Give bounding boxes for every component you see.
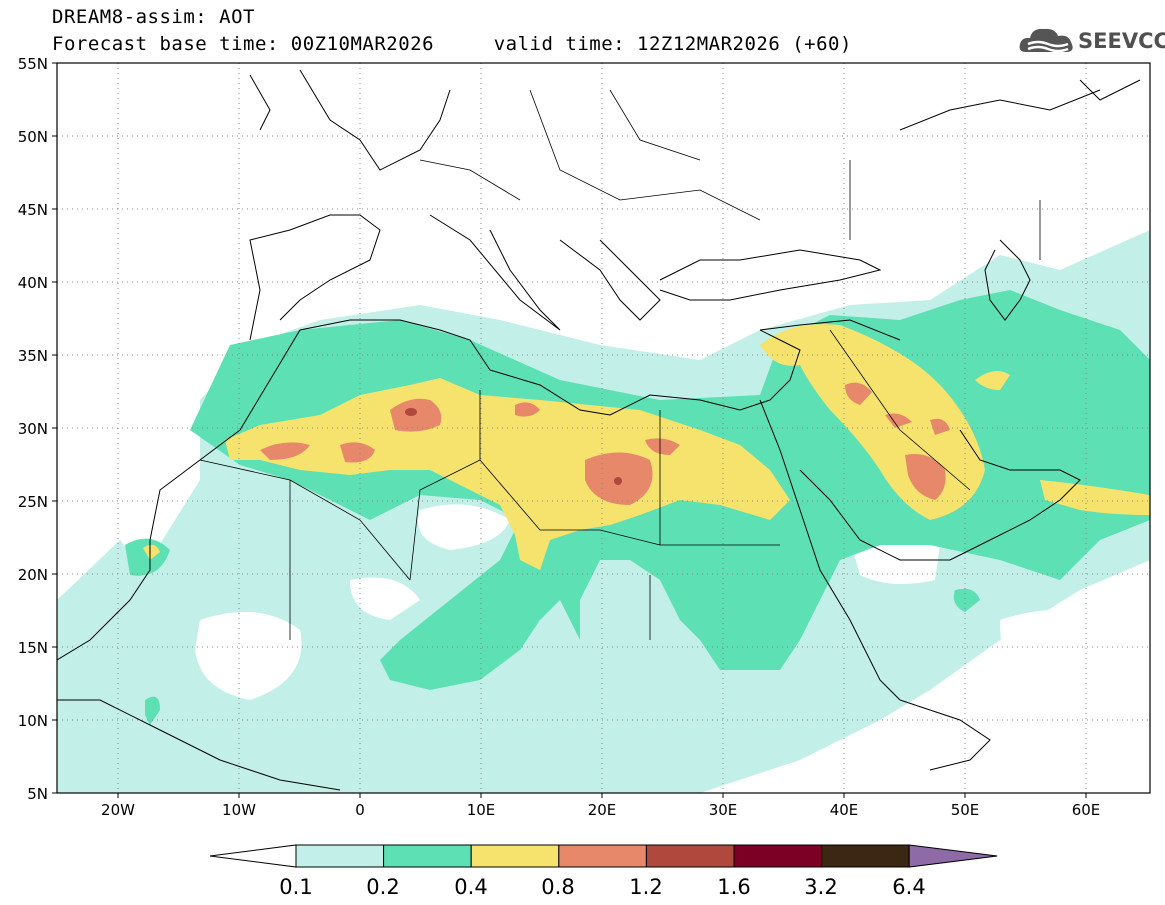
- legend-swatch: [558, 844, 647, 868]
- lon-label: 30E: [709, 801, 738, 819]
- lat-label: 25N: [18, 493, 48, 511]
- lon-label: 10W: [222, 801, 256, 819]
- legend-label: 6.4: [892, 875, 925, 899]
- legend-label: 0.2: [366, 875, 399, 899]
- lat-label: 45N: [18, 201, 48, 219]
- lat-label: 40N: [18, 274, 48, 292]
- lon-label: 20E: [588, 801, 617, 819]
- lon-label: 60E: [1072, 801, 1101, 819]
- lat-label: 20N: [18, 566, 48, 584]
- chart-title: DREAM8-assim: AOT: [52, 6, 255, 28]
- forecast-times: Forecast base time: 00Z10MAR2026 valid t…: [52, 33, 852, 55]
- legend-swatch: [821, 844, 910, 868]
- legend-label: 0.4: [454, 875, 487, 899]
- legend-label: 0.8: [541, 875, 574, 899]
- cloud-icon: [1019, 28, 1073, 53]
- legend-swatch: [733, 844, 823, 868]
- logo-text: SEEVCCC: [1078, 29, 1165, 53]
- lat-label: 35N: [18, 347, 48, 365]
- aot-field: [57, 63, 1150, 793]
- legend-swatch: [645, 844, 735, 868]
- legend-swatch: [383, 844, 472, 868]
- coastlines: [57, 69, 1141, 791]
- lon-label: 40E: [830, 801, 859, 819]
- lat-label: 10N: [18, 712, 48, 730]
- lon-label: 20W: [101, 801, 135, 819]
- legend-label: 3.2: [804, 875, 837, 899]
- seevccc-logo: SEEVCCC: [1018, 24, 1165, 58]
- legend-swatch: [470, 844, 560, 868]
- lon-label: 0: [355, 801, 365, 819]
- lat-label: 5N: [27, 785, 48, 803]
- legend-label: 0.1: [279, 875, 312, 899]
- lat-label: 55N: [18, 55, 48, 73]
- lon-label: 10E: [467, 801, 496, 819]
- legend-label: 1.6: [717, 875, 750, 899]
- legend-arrow-high: [908, 844, 998, 868]
- lon-label: 50E: [951, 801, 980, 819]
- lat-label: 30N: [18, 420, 48, 438]
- graticule: [57, 63, 1150, 793]
- lat-label: 15N: [18, 639, 48, 657]
- legend-arrow-low: [209, 844, 297, 868]
- legend-swatch: [295, 844, 385, 868]
- lat-label: 50N: [18, 128, 48, 146]
- legend-label: 1.2: [629, 875, 662, 899]
